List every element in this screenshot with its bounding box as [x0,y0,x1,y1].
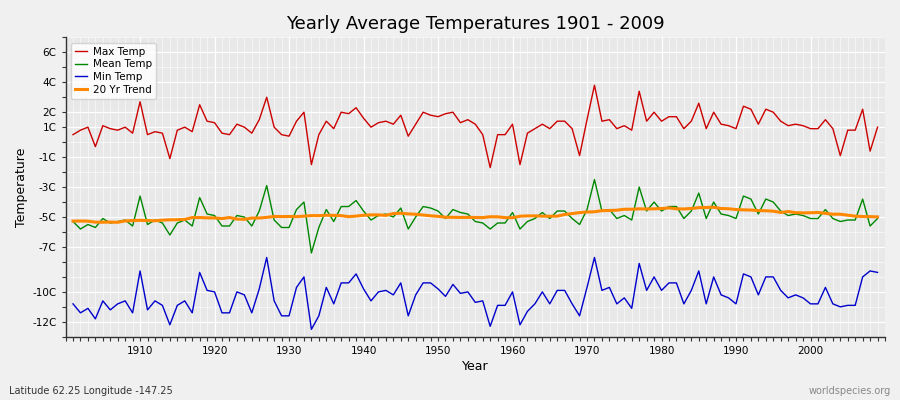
20 Yr Trend [112,220,123,225]
20 Yr Trend [68,219,78,224]
Min Temp [515,322,526,327]
Max Temp [336,110,346,115]
Line: Max Temp: Max Temp [73,85,878,168]
20 Yr Trend [872,214,883,219]
20 Yr Trend [515,214,526,219]
Text: worldspecies.org: worldspecies.org [809,386,891,396]
20 Yr Trend [507,215,517,220]
Mean Temp [872,216,883,221]
20 Yr Trend [604,208,615,213]
Max Temp [68,132,78,137]
Min Temp [872,270,883,275]
Mean Temp [127,224,138,228]
Mean Temp [515,226,526,231]
Legend: Max Temp, Mean Temp, Min Temp, 20 Yr Trend: Max Temp, Mean Temp, Min Temp, 20 Yr Tre… [71,42,156,99]
Min Temp [306,327,317,332]
Mean Temp [343,204,354,209]
20 Yr Trend [343,214,354,219]
Max Temp [872,125,883,130]
Max Temp [611,126,622,131]
Min Temp [261,255,272,260]
Max Temp [590,83,600,88]
20 Yr Trend [299,214,310,218]
20 Yr Trend [135,218,146,223]
Min Temp [68,302,78,306]
Line: 20 Yr Trend: 20 Yr Trend [73,207,878,222]
Max Temp [291,119,302,124]
Mean Temp [507,210,517,215]
Min Temp [611,302,622,306]
20 Yr Trend [708,205,719,210]
Max Temp [507,122,517,126]
Mean Temp [68,219,78,224]
Y-axis label: Temperature: Temperature [15,147,28,227]
Max Temp [127,131,138,136]
Min Temp [127,310,138,315]
Mean Temp [590,177,600,182]
Mean Temp [291,207,302,212]
Min Temp [351,272,362,276]
Title: Yearly Average Temperatures 1901 - 2009: Yearly Average Temperatures 1901 - 2009 [286,15,664,33]
Max Temp [485,165,496,170]
Mean Temp [306,250,317,255]
Mean Temp [611,216,622,221]
Text: Latitude 62.25 Longitude -147.25: Latitude 62.25 Longitude -147.25 [9,386,173,396]
Min Temp [299,274,310,279]
Line: Min Temp: Min Temp [73,258,878,329]
Line: Mean Temp: Mean Temp [73,180,878,253]
Min Temp [522,309,533,314]
Max Temp [515,162,526,167]
X-axis label: Year: Year [462,360,489,373]
